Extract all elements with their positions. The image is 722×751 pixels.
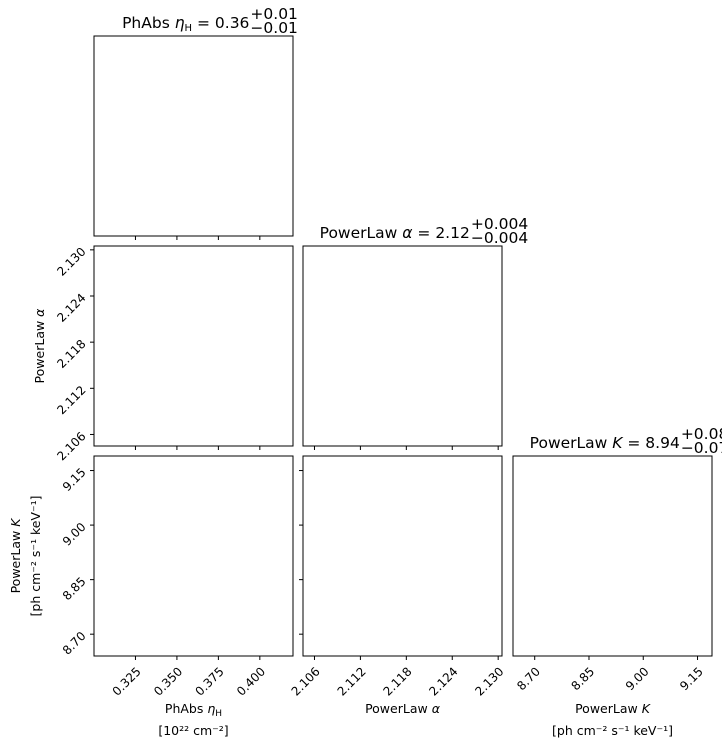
- y-tick-label-alpha: 2.130: [54, 245, 88, 279]
- x-tick-label-eta: 0.400: [234, 664, 268, 698]
- x-tick-label-alpha: 2.118: [380, 664, 414, 698]
- panel-eta-K-frame: [93, 455, 294, 657]
- y-tick-label-alpha: 2.106: [54, 429, 88, 463]
- panel-title-minus-eta: −0.01: [250, 19, 298, 37]
- panel-alpha-K-frame: [302, 455, 503, 657]
- x-tick-label-alpha: 2.130: [472, 664, 506, 698]
- x-tick-label-K: 9.15: [677, 664, 706, 693]
- y-axis-unit-K: [ph cm⁻² s⁻¹ keV⁻¹]: [28, 496, 43, 617]
- y-tick-label-K: 9.00: [60, 520, 89, 549]
- panel-title-minus-alpha: −0.004: [471, 229, 528, 247]
- panel-title-plus-eta: +0.01: [250, 5, 298, 23]
- x-tick-label-eta: 0.375: [193, 664, 227, 698]
- y-axis-label-K: PowerLaw K: [8, 517, 23, 594]
- panel-title-plus-alpha: +0.004: [471, 215, 528, 233]
- x-axis-label-alpha: PowerLaw α: [365, 701, 441, 716]
- y-axis-label-alpha: PowerLaw α: [32, 308, 47, 384]
- panel-title-plus-K: +0.08: [681, 425, 722, 443]
- panel-title-K: PowerLaw K = 8.94: [530, 434, 680, 452]
- x-axis-label-eta: PhAbs ηH: [165, 701, 222, 719]
- x-axis-label-K: PowerLaw K: [575, 701, 652, 716]
- hist-eta-frame: [93, 35, 294, 237]
- panel-eta-alpha-frame: [93, 245, 294, 447]
- hist-alpha-frame: [302, 245, 503, 447]
- y-tick-label-alpha: 2.118: [54, 337, 88, 371]
- x-axis-unit-eta: [10²² cm⁻²]: [158, 723, 228, 738]
- x-tick-label-eta: 0.350: [151, 664, 185, 698]
- x-tick-label-K: 8.85: [569, 664, 598, 693]
- y-tick-label-alpha: 2.124: [54, 291, 88, 325]
- y-tick-label-K: 8.70: [60, 629, 89, 658]
- x-axis-unit-K: [ph cm⁻² s⁻¹ keV⁻¹]: [552, 723, 673, 738]
- y-tick-label-alpha: 2.112: [54, 383, 88, 417]
- x-tick-label-alpha: 2.124: [426, 664, 460, 698]
- y-tick-label-K: 9.15: [60, 465, 89, 494]
- panel-title-minus-K: −0.07: [681, 439, 722, 457]
- y-tick-label-K: 8.85: [60, 574, 89, 603]
- x-tick-label-alpha: 2.112: [335, 664, 369, 698]
- x-tick-label-K: 8.70: [514, 664, 543, 693]
- panel-title-eta: PhAbs ηH = 0.36: [122, 14, 249, 34]
- x-tick-label-eta: 0.325: [110, 664, 144, 698]
- x-tick-label-alpha: 2.106: [289, 664, 323, 698]
- x-tick-label-K: 9.00: [623, 664, 652, 693]
- hist-K-frame: [512, 455, 713, 657]
- panel-title-alpha: PowerLaw α = 2.12: [320, 224, 470, 242]
